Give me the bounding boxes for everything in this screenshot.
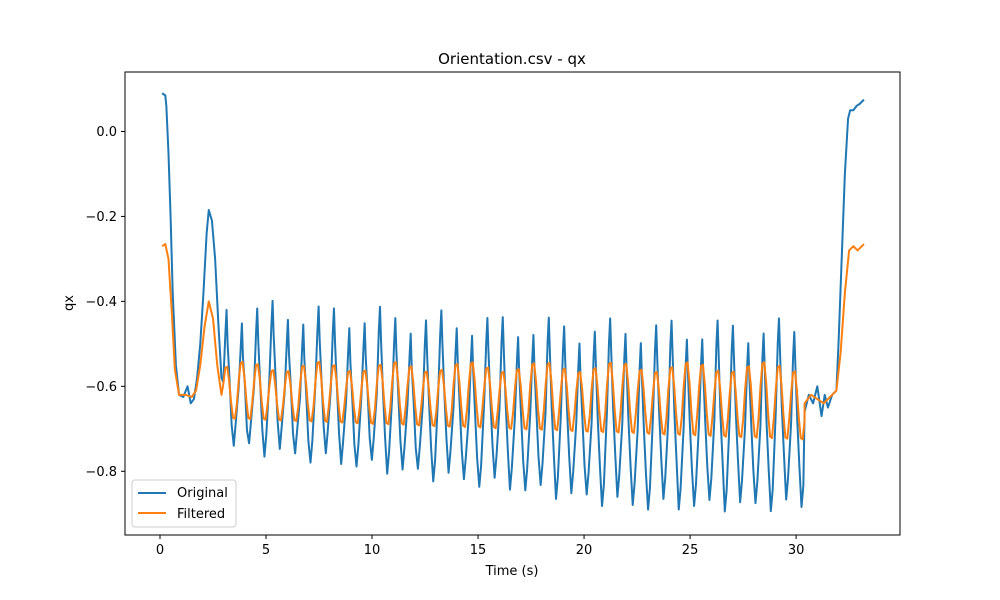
legend-label-original: Original (177, 486, 228, 501)
y-tick-label: −0.8 (85, 465, 117, 480)
x-tick-label: 15 (470, 543, 487, 558)
legend-box (131, 479, 237, 528)
legend-label-filtered: Filtered (177, 507, 225, 522)
y-axis-label: qx (62, 295, 77, 311)
x-axis: 0 5 10 15 20 25 30 (156, 535, 805, 558)
x-tick-label: 0 (156, 543, 164, 558)
series-layer (161, 92, 865, 513)
x-tick-label: 5 (262, 543, 270, 558)
x-tick-label: 20 (576, 543, 593, 558)
chart-title: Orientation.csv - qx (438, 50, 586, 68)
series-filtered-line (161, 243, 865, 441)
y-axis: 0.0 −0.2 −0.4 −0.6 −0.8 (85, 125, 125, 480)
y-tick-label: −0.6 (85, 380, 117, 395)
y-tick-label: 0.0 (96, 125, 117, 140)
x-tick-label: 10 (364, 543, 381, 558)
x-axis-label: Time (s) (485, 564, 539, 579)
x-tick-label: 30 (788, 543, 805, 558)
legend: Original Filtered (131, 479, 237, 528)
x-tick-label: 25 (682, 543, 699, 558)
plot-area-frame (124, 71, 901, 536)
y-tick-label: −0.4 (85, 295, 117, 310)
y-tick-label: −0.2 (85, 210, 117, 225)
